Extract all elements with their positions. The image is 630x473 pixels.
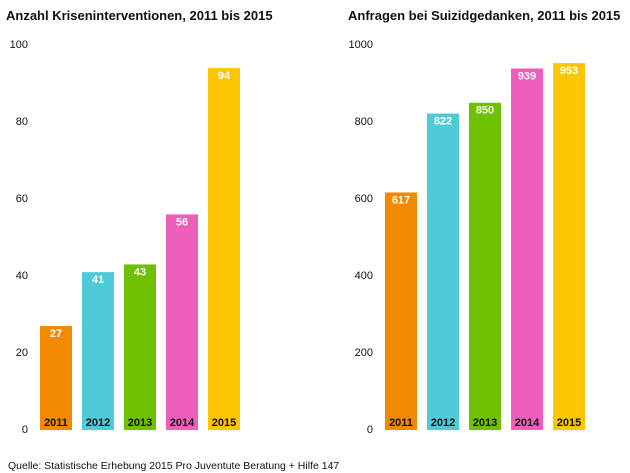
value-label: 27 [50, 328, 62, 340]
y-tick-label: 60 [16, 193, 28, 205]
x-tick-label: 2013 [128, 417, 152, 429]
bar [40, 326, 72, 430]
chart-title: Anzahl Kriseninterventionen, 2011 bis 20… [6, 8, 273, 23]
bar [511, 68, 543, 431]
y-tick-label: 600 [355, 193, 373, 205]
value-label: 94 [218, 70, 231, 82]
x-tick-label: 2013 [473, 417, 497, 429]
y-tick-label: 800 [355, 116, 373, 128]
x-tick-label: 2014 [170, 417, 195, 429]
y-tick-label: 80 [16, 116, 28, 128]
chart-title: Anfragen bei Suizidgedanken, 2011 bis 20… [348, 8, 620, 23]
bar [553, 63, 585, 430]
x-tick-label: 2011 [44, 417, 68, 429]
y-tick-label: 100 [10, 39, 28, 51]
value-label: 41 [92, 274, 104, 286]
bar [166, 214, 198, 430]
x-tick-label: 2012 [431, 417, 455, 429]
y-tick-label: 0 [22, 424, 28, 436]
y-tick-label: 20 [16, 347, 28, 359]
x-tick-label: 2014 [515, 417, 540, 429]
y-tick-label: 0 [367, 424, 373, 436]
y-tick-label: 400 [355, 270, 373, 282]
value-label: 43 [134, 266, 146, 278]
source-note: Quelle: Statistische Erhebung 2015 Pro J… [8, 460, 339, 472]
y-tick-label: 1000 [349, 39, 373, 51]
bar [469, 102, 501, 430]
bar [82, 272, 114, 430]
x-tick-label: 2015 [557, 417, 581, 429]
bar [124, 264, 156, 430]
x-tick-label: 2011 [389, 417, 413, 429]
x-tick-label: 2012 [86, 417, 110, 429]
value-label: 822 [434, 115, 452, 127]
x-tick-label: 2015 [212, 417, 236, 429]
value-label: 56 [176, 216, 188, 228]
bar [385, 192, 417, 430]
value-label: 850 [476, 105, 494, 117]
value-label: 953 [560, 65, 578, 77]
bar [208, 68, 240, 430]
y-tick-label: 200 [355, 347, 373, 359]
bar [427, 113, 459, 430]
value-label: 617 [392, 194, 410, 206]
y-tick-label: 40 [16, 270, 28, 282]
value-label: 939 [518, 70, 536, 82]
